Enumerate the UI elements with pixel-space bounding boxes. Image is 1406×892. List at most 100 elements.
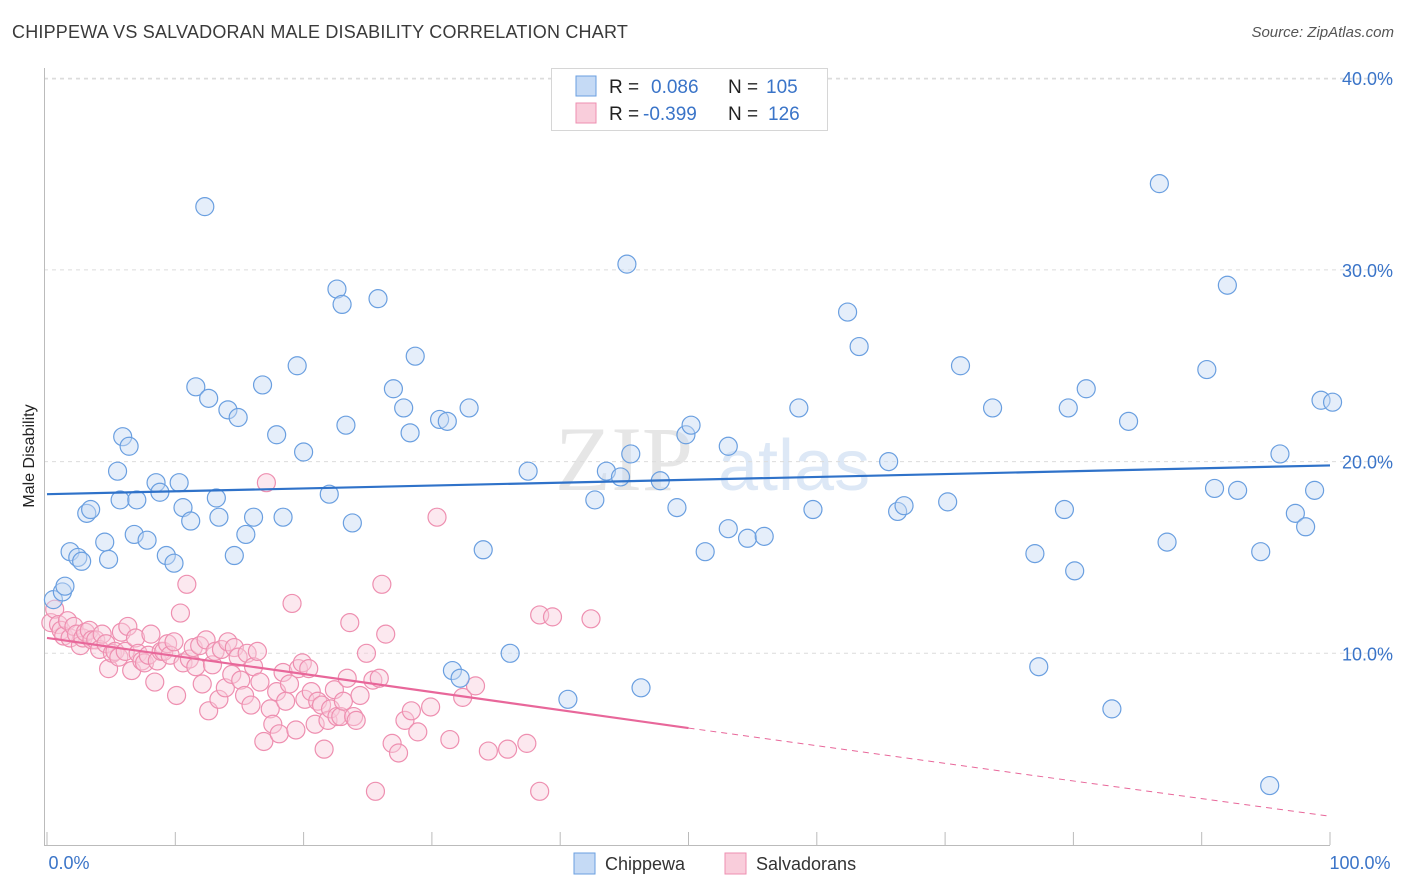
chippewa-point [681, 415, 701, 435]
chippewa-point [156, 545, 176, 566]
chippewa-point [209, 507, 229, 527]
salvadorans-point [395, 710, 415, 730]
chippewa-point [137, 530, 157, 550]
chippewa-point [252, 375, 273, 395]
chippewa-point [1260, 775, 1280, 796]
salvadorans-point [465, 676, 486, 696]
chippewa-point [327, 279, 347, 299]
salvadorans-point [301, 682, 321, 702]
chippewa-point [1102, 699, 1122, 719]
salvadorans-point [166, 685, 187, 706]
salvadorans-point [333, 691, 353, 711]
chippewa-point [621, 444, 641, 464]
chippewa-point [596, 461, 616, 481]
chippewa-point [473, 540, 493, 560]
x-tick-label-min: 0.0% [48, 853, 89, 873]
chippewa-point [1197, 359, 1217, 380]
chippewa-point [77, 503, 97, 523]
chippewa-point [754, 526, 774, 546]
chippewa-point [394, 398, 414, 418]
chippewa-point [1322, 392, 1343, 412]
salvadorans-point [286, 720, 306, 740]
bottom-legend-swatch-chippewa [573, 852, 596, 875]
chippewa-point [195, 197, 215, 217]
chippewa-point [450, 668, 470, 688]
chippewa-point [181, 511, 201, 531]
bottom-legend-swatch-salvadorans [724, 852, 747, 875]
salvadorans-point [279, 674, 300, 694]
salvadorans-point [356, 643, 377, 663]
chippewa-point [1076, 379, 1096, 399]
chippewa-point [1025, 544, 1045, 564]
salvadorans-point [231, 670, 251, 690]
salvadorans-point [408, 722, 428, 742]
salvadorans-point [92, 624, 112, 644]
chippewa-point [164, 553, 184, 573]
salvadorans-point [340, 613, 360, 633]
chippewa-point [610, 467, 631, 487]
salvadorans-point [346, 710, 366, 730]
salvadorans-points [41, 473, 601, 801]
salvadorans-point [365, 781, 386, 801]
salvadorans-point [372, 574, 392, 594]
salvadorans-point [421, 697, 441, 717]
chippewa-point [1065, 561, 1085, 581]
salvadorans-point [250, 672, 270, 692]
bottom-legend-chippewa: Chippewa [605, 854, 686, 874]
chippewa-point [218, 400, 238, 420]
salvadorans-point [497, 739, 518, 759]
salvadorans-point [145, 672, 165, 692]
salvadorans-point [164, 632, 184, 652]
salvadorans-point [177, 574, 197, 594]
chippewa-point [437, 411, 457, 431]
chippewa-point [737, 528, 758, 548]
chippewa-point [1228, 480, 1248, 500]
source-label: Source: ZipAtlas.com [1251, 24, 1394, 41]
y-tick-label: 20.0% [1342, 453, 1393, 473]
legend-r-value-2: -0.399 [643, 104, 697, 125]
legend-swatch-chippewa [575, 75, 597, 97]
chippewa-point [400, 423, 420, 443]
legend-r-label-1: R = [609, 77, 639, 98]
chippewa-point [113, 427, 133, 447]
chippewa-point [938, 492, 958, 512]
salvadorans-point [254, 731, 274, 752]
salvadorans-point [125, 628, 146, 648]
chippewa-points [43, 174, 1343, 796]
salvadorans-point [209, 689, 229, 709]
chippewa-point [982, 398, 1003, 418]
chippewa-point [186, 377, 206, 397]
chippewa-point [429, 409, 450, 430]
chippewa-point [789, 398, 809, 418]
chippewa-point [228, 407, 248, 428]
chippewa-point [55, 576, 75, 596]
chippewa-point [1251, 542, 1271, 562]
chippewa-point [718, 436, 738, 456]
legend-swatch-salvadorans [575, 102, 597, 124]
x-ticks [46, 832, 1331, 845]
chippewa-point [442, 660, 463, 681]
chippewa-point [332, 294, 352, 315]
salvadorans-point [263, 714, 283, 734]
salvadorans-point [427, 507, 447, 527]
y-tick-label: 10.0% [1342, 644, 1393, 664]
chippewa-point [500, 643, 520, 663]
chippewa-point [1296, 517, 1316, 537]
chippewa-point [342, 513, 362, 533]
chippewa-point [849, 336, 869, 357]
chart-title: CHIPPEWA VS SALVADORAN MALE DISABILITY C… [12, 22, 629, 42]
chippewa-point [695, 542, 715, 562]
chippewa-point [1285, 503, 1305, 523]
salvadorans-point [542, 607, 563, 627]
salvadorans-point [369, 668, 389, 688]
salvadorans-point [530, 781, 550, 801]
chippewa-point [667, 498, 687, 518]
y-axis-label: Male Disability [21, 404, 38, 507]
salvadorans-point [350, 685, 370, 706]
chippewa-point [1157, 532, 1177, 552]
grid-lines [44, 77, 1393, 654]
salvadorans-point [517, 733, 537, 753]
salvadorans-point [45, 599, 65, 619]
chippewa-trend-line [46, 464, 1331, 496]
